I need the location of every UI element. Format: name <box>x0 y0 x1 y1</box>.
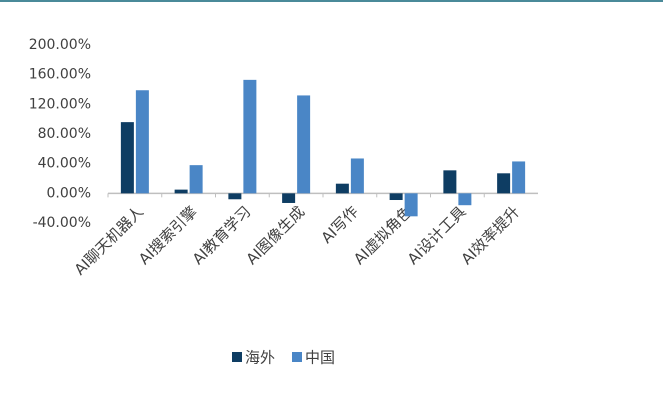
legend-swatch <box>292 352 302 362</box>
bar <box>174 189 188 194</box>
y-tick-label: 0.00% <box>47 185 91 201</box>
y-tick-label: 160.00% <box>29 67 91 83</box>
y-tick-label: 120.00% <box>29 96 91 112</box>
legend-label: 海外 <box>245 349 275 367</box>
legend-label: 中国 <box>305 349 335 367</box>
bar <box>243 79 257 194</box>
bar <box>282 193 296 203</box>
y-tick-label: 200.00% <box>29 37 91 53</box>
bar <box>443 170 457 194</box>
x-tick-label: AI写作 <box>318 203 362 247</box>
x-tick-label: AI效率提升 <box>458 203 524 269</box>
bar <box>297 95 311 194</box>
legend-swatch <box>232 352 242 362</box>
bar <box>135 90 149 194</box>
bar <box>404 193 418 217</box>
bar <box>335 183 349 194</box>
bar <box>189 165 203 194</box>
bar <box>228 193 242 200</box>
y-tick-label: 80.00% <box>38 126 91 142</box>
bar <box>350 158 364 194</box>
y-tick-label: 40.00% <box>38 156 91 172</box>
bar <box>120 122 134 194</box>
bar <box>458 193 472 206</box>
bar <box>497 173 511 194</box>
y-tick-label: -40.00% <box>33 215 91 231</box>
bar <box>512 161 526 194</box>
x-tick-label: AI图像生成 <box>243 203 309 269</box>
bar <box>389 193 403 201</box>
